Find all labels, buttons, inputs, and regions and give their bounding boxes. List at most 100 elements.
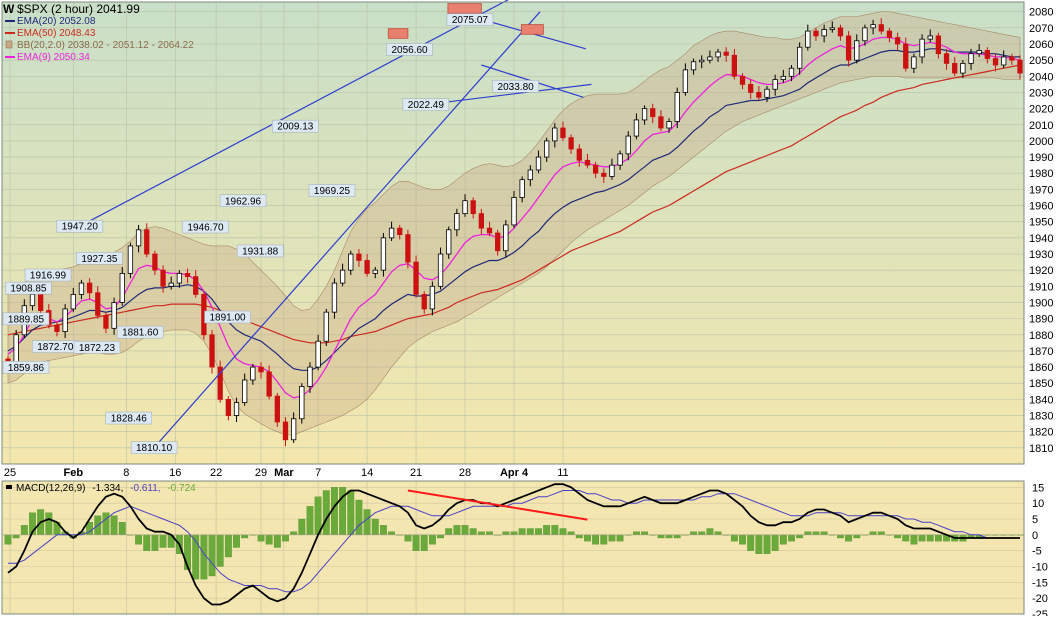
macd-histogram-bar (241, 534, 249, 539)
candle-body (927, 35, 933, 40)
macd-legend-name: MACD(12,26,9) (16, 483, 85, 494)
candle-body (54, 324, 60, 332)
pivot-label-box (446, 13, 494, 26)
price-tick-label: 1820 (1029, 427, 1053, 439)
macd-histogram-bar (224, 534, 232, 558)
candle-body (78, 282, 85, 295)
candle-body (144, 229, 150, 255)
date-tick-label: 11 (557, 467, 568, 479)
macd-histogram-bar (877, 531, 885, 535)
macd-histogram-bar (796, 534, 804, 539)
candle-body (446, 229, 452, 255)
candle-body (250, 366, 256, 381)
resistance-box (520, 24, 544, 35)
macd-histogram-bar (820, 531, 828, 535)
macd-histogram-bar (616, 534, 624, 542)
candle-body (348, 253, 354, 271)
macd-histogram-bar (118, 522, 126, 535)
macd-histogram-bar (788, 534, 795, 542)
candle-body (699, 59, 705, 63)
candle-body (29, 293, 36, 307)
candle-body (715, 51, 721, 58)
macd-histogram-bar (363, 509, 371, 535)
macd-histogram-bar (322, 490, 330, 535)
candle-body (119, 272, 125, 303)
legend-swatch (5, 56, 15, 58)
candle-body (633, 119, 640, 137)
candle-body (266, 371, 272, 397)
macd-tick-label: -10 (1032, 562, 1048, 574)
candle-body (388, 227, 395, 239)
candle-body (788, 67, 795, 77)
candle-body (682, 69, 689, 93)
pivot-label: 2022.49 (408, 100, 445, 111)
legend-entry: BB(20,2.0) 2038.02 - 2051.12 - 2064.22 (17, 40, 194, 51)
macd-histogram-bar (869, 531, 877, 535)
macd-tick-label: -15 (1032, 577, 1048, 589)
macd-panel-frame (1, 480, 1025, 615)
macd-histogram-bar (428, 534, 436, 545)
candle-body (103, 314, 109, 329)
pivot-label: 1872.23 (79, 343, 116, 354)
macd-trendline (407, 489, 588, 521)
candle-body (168, 282, 174, 287)
macd-histogram-bar (584, 534, 591, 542)
price-tick-label: 1950 (1029, 217, 1053, 229)
pivot-label: 1859.86 (8, 363, 45, 374)
date-tick-label: 14 (361, 467, 373, 479)
candle-body (772, 79, 778, 90)
pivot-label: 1969.25 (314, 186, 351, 197)
candle-body (356, 253, 362, 261)
price-legend: W $SPX (2 hour) 2041.99 EMA(20) 2052.08E… (3, 2, 194, 63)
candle-body (584, 159, 591, 166)
candle-body (903, 43, 909, 69)
macd-legend-value-2: -0.611, (130, 483, 160, 494)
candle-body (437, 253, 444, 287)
macd-tick-label: 10 (1032, 498, 1044, 510)
price-tick-label: 1990 (1029, 152, 1053, 164)
candle-body (707, 56, 713, 61)
candle-body (38, 293, 44, 311)
macd-histogram-bar (706, 528, 714, 535)
macd-histogram-bar (608, 534, 616, 542)
pivot-label: 1931.88 (242, 246, 279, 257)
candle-body (527, 169, 533, 181)
candle-body (837, 27, 844, 37)
pivot-label: 1881.60 (122, 328, 159, 339)
legend-swatch (5, 20, 15, 22)
macd-histogram-bar (208, 534, 216, 577)
pivot-label-box (386, 43, 433, 56)
macd-legend: MACD(12,26,9) -1.334, -0.611, -0.724 (6, 483, 196, 494)
macd-histogram-bar (4, 534, 12, 545)
macd-tick-label: -20 (1032, 593, 1048, 605)
moving-averages (7, 36, 1021, 399)
candle-body (95, 292, 101, 316)
macd-histogram-bar (437, 534, 444, 539)
price-tick-label: 2030 (1029, 87, 1053, 99)
pivot-label-box (73, 341, 121, 354)
candle-body (976, 50, 982, 55)
macd-histogram-bar (575, 534, 583, 539)
macd-histogram-bar (159, 534, 167, 548)
candle-body (233, 402, 240, 416)
price-tick-label: 1940 (1029, 233, 1053, 245)
candle-body (486, 227, 493, 234)
candle-body (135, 229, 142, 247)
candle-body (544, 140, 550, 158)
date-tick-label: Mar (274, 467, 294, 479)
candle-body (62, 308, 68, 332)
macd-histogram-bar (837, 534, 844, 539)
candlesticks (5, 18, 1023, 447)
trendlines (79, 0, 592, 449)
macd-histogram-bar (404, 534, 412, 542)
macd-histogram-bar (420, 534, 428, 551)
candle-body (878, 24, 884, 32)
pivot-label: 1810.10 (136, 443, 173, 454)
candle-body (282, 421, 289, 441)
candle-body (478, 213, 484, 229)
macd-histogram-bar (641, 531, 648, 535)
candle-body (242, 379, 248, 404)
macd-tick-label: 5 (1032, 514, 1038, 526)
ema20-line (7, 48, 1020, 371)
price-panel-frame (1, 1, 1025, 465)
